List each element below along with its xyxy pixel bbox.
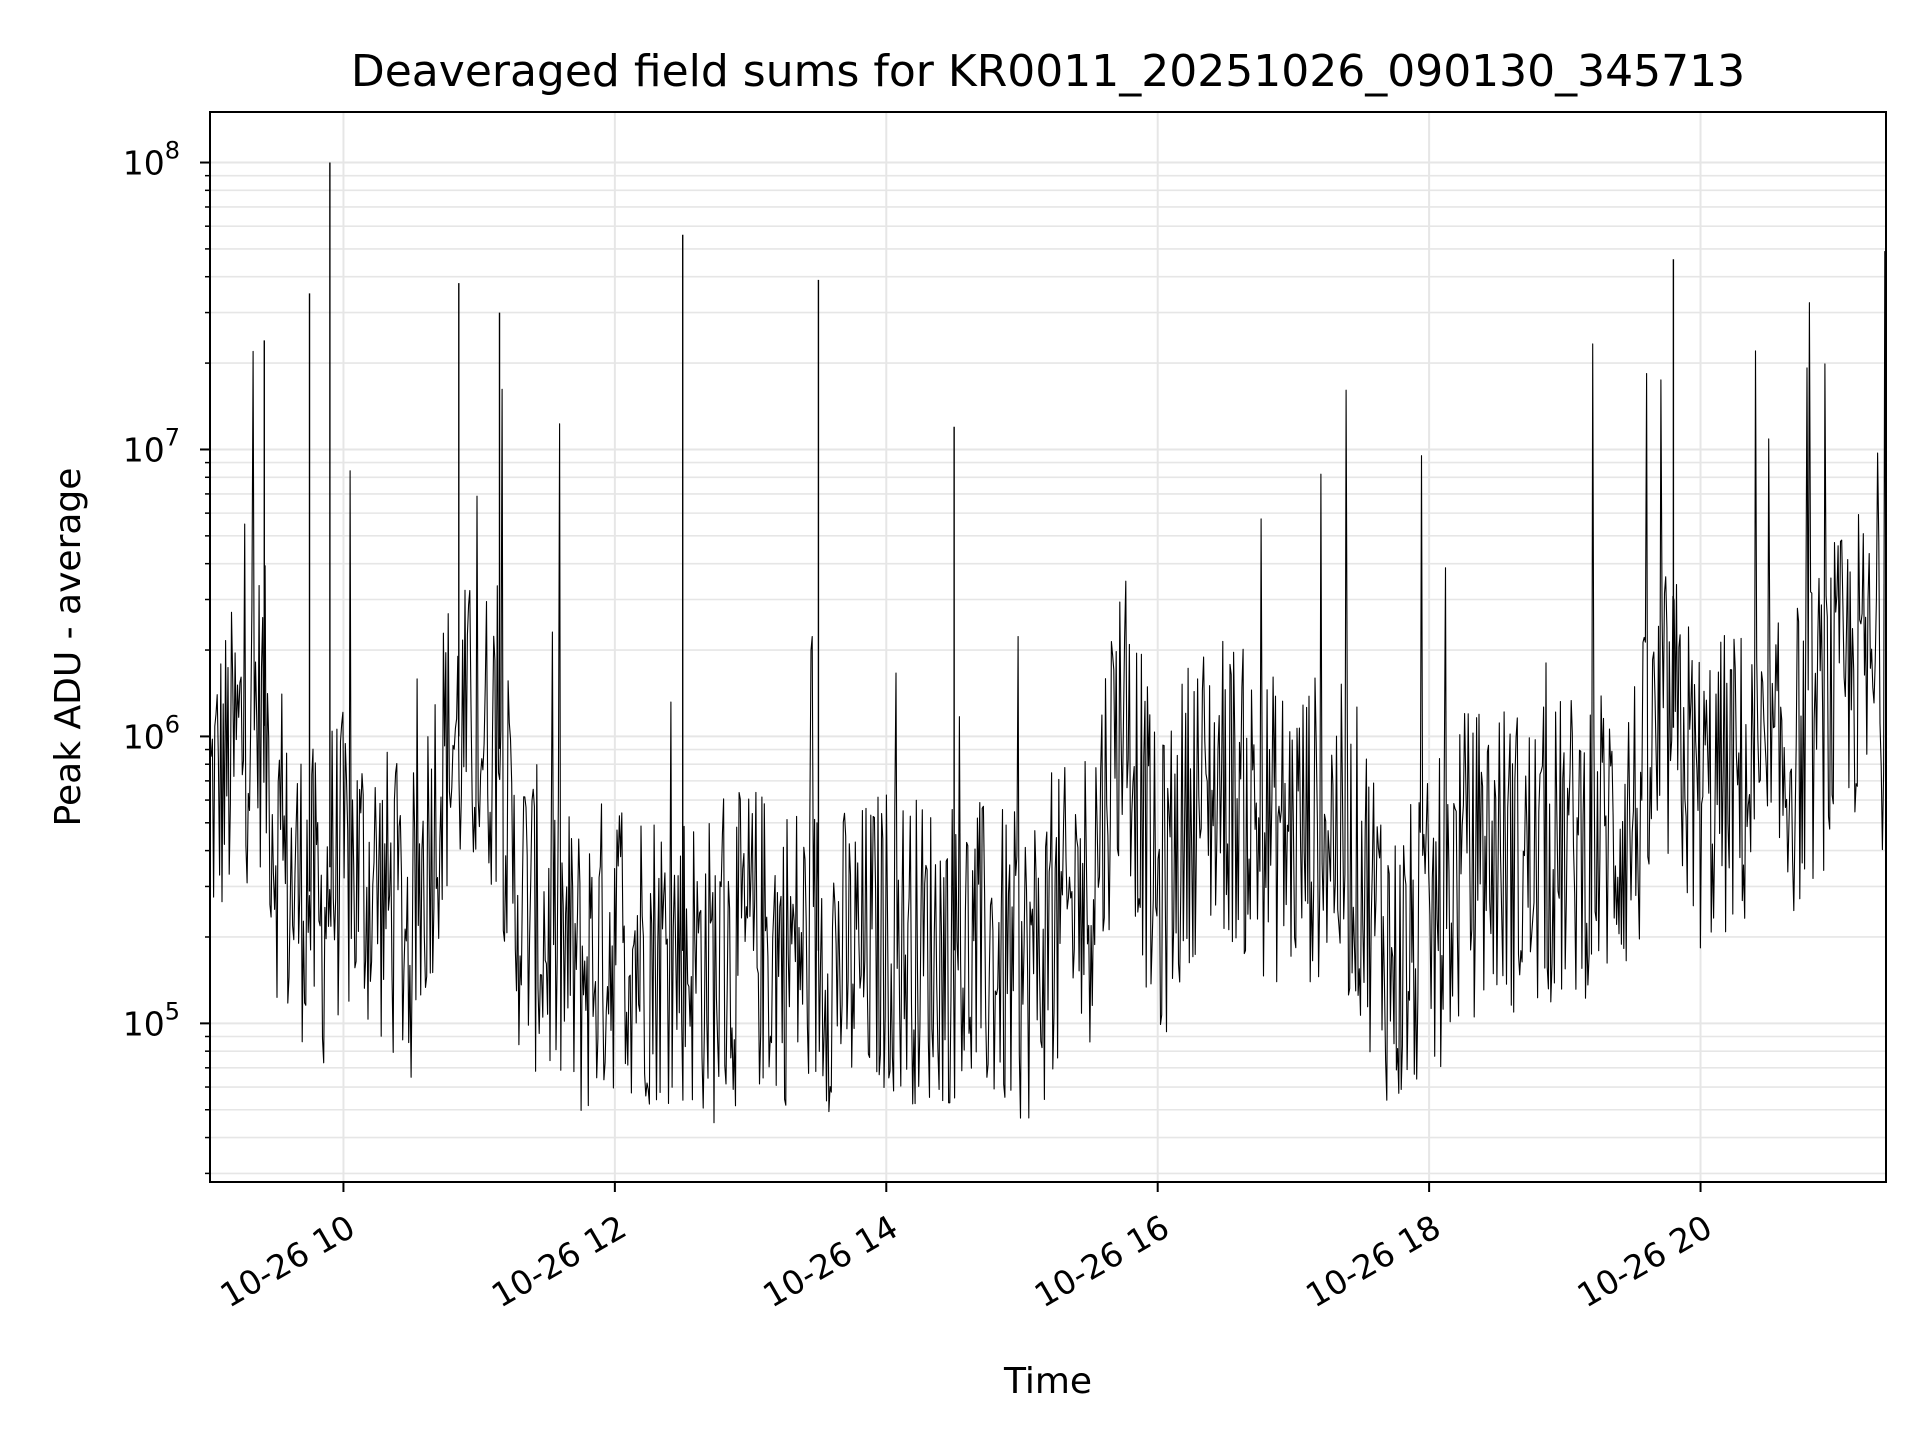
series-line xyxy=(209,250,1887,1124)
series-peaks xyxy=(263,162,1675,951)
x-tick-label: 10-26 12 xyxy=(485,1207,633,1315)
y-tick-label: 105 xyxy=(123,997,180,1043)
x-tick-label: 10-26 18 xyxy=(1299,1207,1447,1315)
x-tick-label: 10-26 16 xyxy=(1028,1207,1176,1315)
x-axis: 10-26 10 10-26 12 10-26 14 10-26 16 10-26 18… xyxy=(213,1182,1719,1315)
x-tick-label: 10-26 20 xyxy=(1571,1207,1719,1315)
x-tick-label: 10-26 10 xyxy=(213,1207,361,1315)
x-axis-label: Time xyxy=(1003,1361,1092,1402)
y-tick-label: 108 xyxy=(123,137,180,183)
y-axis-label: Peak ADU - average xyxy=(48,468,89,827)
y-axis: 105 106 107 108 xyxy=(123,137,210,1175)
x-tick-label: 10-26 14 xyxy=(756,1207,904,1315)
grid xyxy=(210,112,1886,1182)
y-tick-label: 106 xyxy=(123,710,180,756)
chart-title: Deaveraged field sums for KR0011_2025102… xyxy=(351,46,1745,97)
plot-frame xyxy=(209,111,1887,1183)
y-tick-label: 107 xyxy=(123,423,180,469)
